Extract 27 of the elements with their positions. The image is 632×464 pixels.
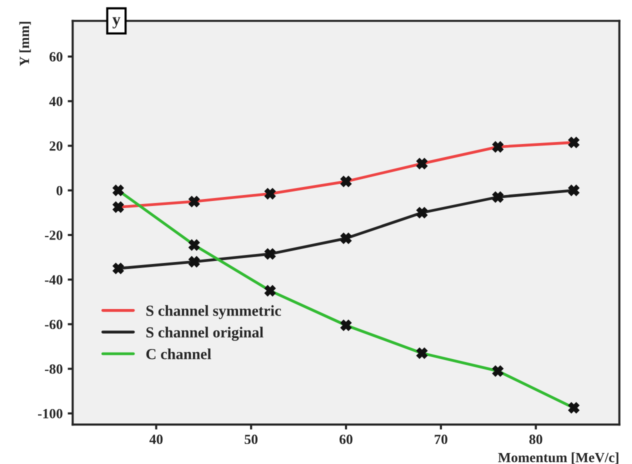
y-tick-label: 0 <box>56 186 62 196</box>
legend-label: S channel symmetric <box>146 305 282 320</box>
x-tick-label: 80 <box>529 434 542 444</box>
point <box>416 207 428 218</box>
legend-label: S channel original <box>146 326 264 341</box>
y-tick-label: -80 <box>44 364 62 374</box>
y-tick-label: -20 <box>44 230 62 240</box>
y-tick-label: -40 <box>44 275 62 285</box>
x-tick-label: 60 <box>340 434 352 444</box>
point <box>112 262 124 274</box>
y-tick-label: 60 <box>50 52 62 62</box>
y-tick-label: 20 <box>50 141 62 151</box>
y-tick-label: 40 <box>49 96 62 106</box>
y-axis-title: Y [mm] <box>19 22 31 66</box>
point <box>264 248 276 260</box>
point <box>568 184 580 196</box>
x-tick-label: 40 <box>149 434 163 444</box>
point <box>340 232 352 244</box>
point <box>188 256 200 268</box>
point <box>492 192 504 203</box>
x-tick-label: 50 <box>244 434 258 444</box>
x-tick-label: 70 <box>434 434 448 444</box>
y-tick-label: -100 <box>38 408 62 418</box>
y-tick-label: -60 <box>44 320 62 330</box>
x-axis-title: Momentum [MeV/c] <box>498 452 618 464</box>
chart-title: y <box>112 17 120 28</box>
legend-label: C channel <box>146 348 212 360</box>
